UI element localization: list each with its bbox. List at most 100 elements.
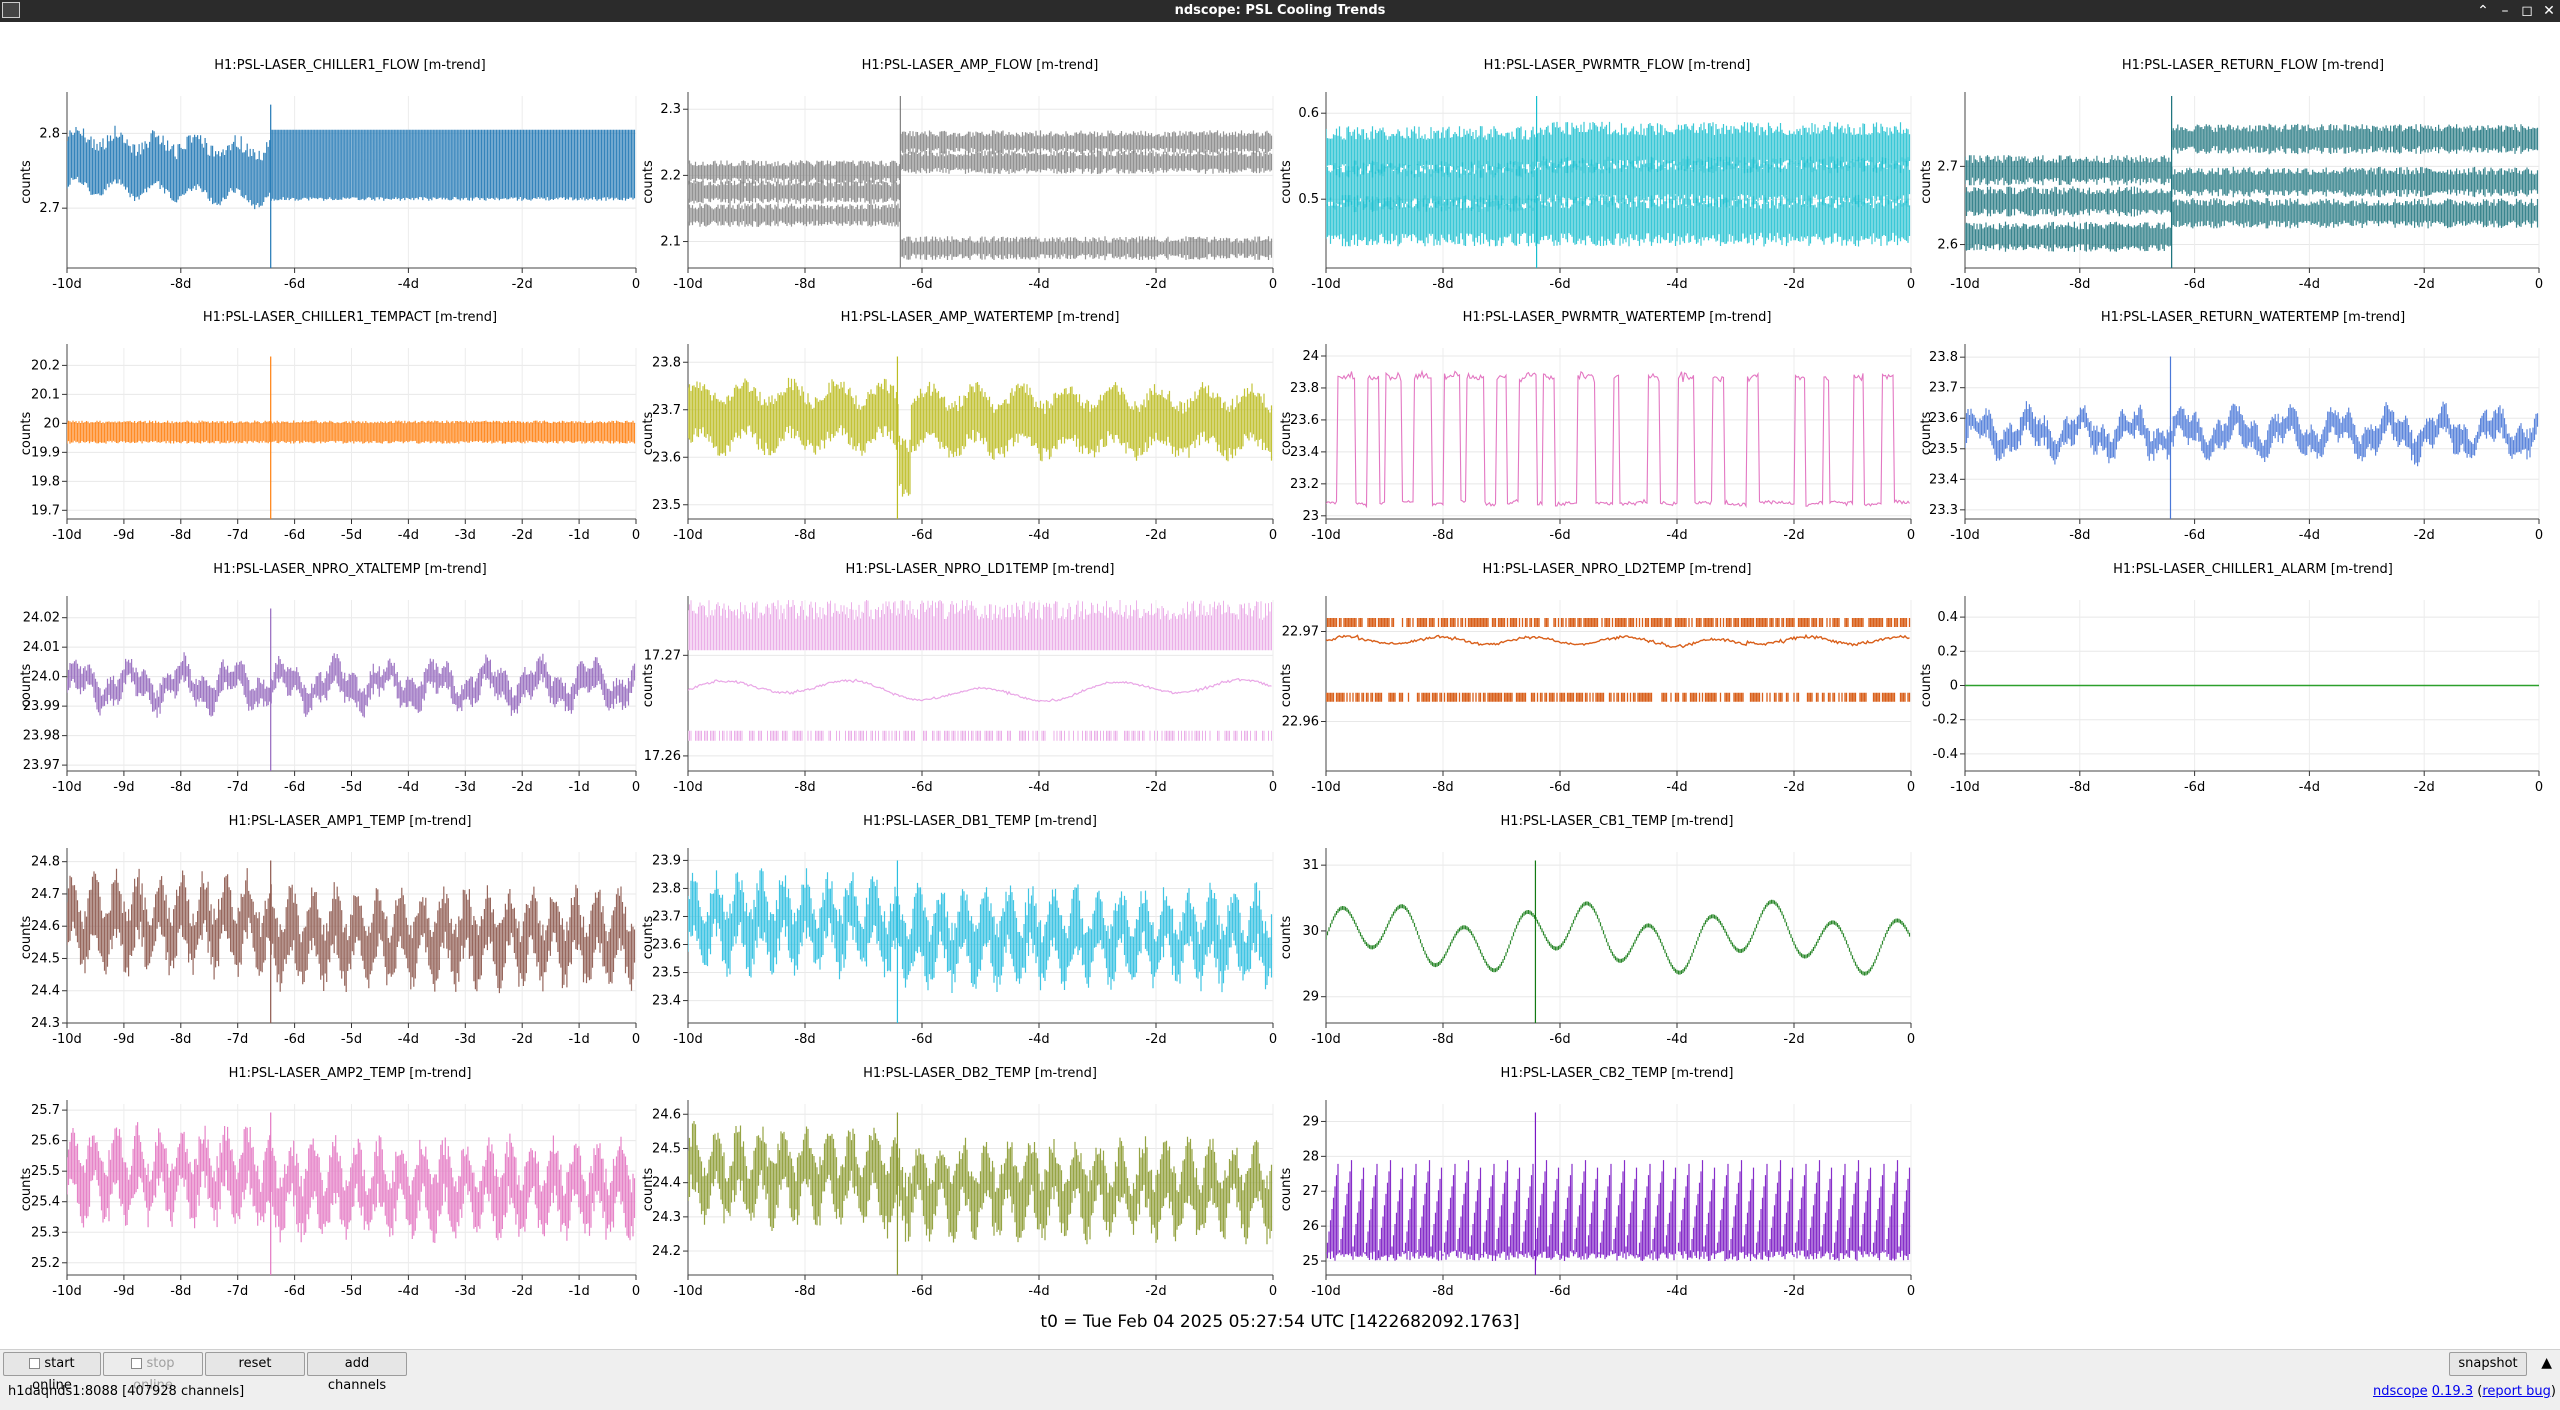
- x-tick-label: 0: [1907, 780, 1915, 795]
- plot-panel[interactable]: H1:PSL-LASER_NPRO_LD2TEMP [m-trend] 22.96…: [1279, 562, 1915, 795]
- plot-panel[interactable]: H1:PSL-LASER_PWRMTR_FLOW [m-trend] 0.5 0.6…: [1279, 58, 1915, 292]
- x-tick-label: -4d: [1666, 1032, 1687, 1047]
- x-tick-label: -1d: [568, 528, 589, 543]
- x-tick-label: 0: [632, 1032, 640, 1047]
- y-tick-label: 29: [1302, 990, 1319, 1005]
- x-tick-label: -6d: [2184, 277, 2205, 292]
- x-tick-label: -8d: [2069, 277, 2090, 292]
- y-axis-label: counts: [19, 1168, 34, 1212]
- x-tick-label: 0: [1269, 1284, 1277, 1299]
- y-tick-label: 27: [1302, 1184, 1319, 1199]
- plot-title: H1:PSL-LASER_DB2_TEMP [m-trend]: [863, 1066, 1097, 1081]
- plot-panel[interactable]: H1:PSL-LASER_AMP_WATERTEMP [m-trend] 23.5…: [641, 310, 1277, 543]
- ndscope-link[interactable]: ndscope: [2372, 1384, 2428, 1399]
- version-link[interactable]: 0.19.3: [2431, 1384, 2474, 1399]
- start-online-button[interactable]: start online: [3, 1352, 101, 1393]
- close-icon[interactable]: ✕: [2543, 3, 2555, 19]
- y-tick-label: 24.4: [31, 984, 60, 999]
- y-axis-label: counts: [641, 412, 656, 456]
- y-tick-label: 22.96: [1282, 715, 1319, 730]
- x-tick-label: -4d: [398, 528, 419, 543]
- x-tick-label: -10d: [1311, 1032, 1341, 1047]
- y-tick-label: 25.6: [31, 1134, 60, 1149]
- minimize-icon[interactable]: –: [2501, 3, 2509, 19]
- x-tick-label: -6d: [1549, 780, 1570, 795]
- y-tick-label: 2.3: [660, 102, 681, 117]
- trend-series: [67, 860, 636, 1023]
- add-channels-button[interactable]: add channels: [307, 1352, 407, 1393]
- y-axis-label: counts: [641, 664, 656, 708]
- x-tick-label: 0: [2535, 780, 2543, 795]
- x-tick-label: -4d: [1666, 277, 1687, 292]
- plot-panel[interactable]: H1:PSL-LASER_CHILLER1_ALARM [m-trend] -0.…: [1919, 562, 2543, 795]
- version-info: ndscope 0.19.3 (report bug): [2372, 1384, 2556, 1399]
- x-tick-label: -7d: [227, 1284, 248, 1299]
- x-tick-label: -10d: [52, 1032, 82, 1047]
- x-tick-label: -5d: [341, 780, 362, 795]
- x-tick-label: -10d: [673, 780, 703, 795]
- x-tick-label: -10d: [673, 277, 703, 292]
- control-bar: [0, 1349, 2560, 1410]
- plot-panel[interactable]: H1:PSL-LASER_PWRMTR_WATERTEMP [m-trend] 2…: [1279, 310, 1915, 543]
- plot-panel[interactable]: H1:PSL-LASER_CB2_TEMP [m-trend] 25 26 27 28 2…: [1279, 1066, 1915, 1299]
- y-axis-label: counts: [19, 664, 34, 708]
- x-tick-label: -8d: [1432, 1032, 1453, 1047]
- plot-panel[interactable]: H1:PSL-LASER_RETURN_WATERTEMP [m-trend] 2…: [1919, 310, 2543, 543]
- plot-panel[interactable]: H1:PSL-LASER_CB1_TEMP [m-trend] 29 30 31 -10…: [1279, 814, 1915, 1047]
- trend-series: [688, 600, 1272, 741]
- plot-panel[interactable]: H1:PSL-LASER_RETURN_FLOW [m-trend] 2.6 2.7…: [1919, 58, 2543, 292]
- y-tick-label: 17.26: [644, 749, 681, 764]
- y-tick-label: 24.6: [31, 919, 60, 934]
- x-tick-label: -6d: [1549, 277, 1570, 292]
- plot-panel[interactable]: H1:PSL-LASER_CHILLER1_FLOW [m-trend] 2.7 2…: [19, 58, 640, 292]
- y-tick-label: 23.8: [1290, 381, 1319, 396]
- x-tick-label: -2d: [512, 1284, 533, 1299]
- y-tick-label: 25.5: [31, 1164, 60, 1179]
- reset-button[interactable]: reset: [205, 1352, 305, 1376]
- plot-panel[interactable]: H1:PSL-LASER_AMP1_TEMP [m-trend] 24.3 24.4…: [19, 814, 640, 1047]
- snapshot-button[interactable]: snapshot: [2449, 1352, 2527, 1376]
- x-tick-label: -4d: [2299, 780, 2320, 795]
- plot-grid: H1:PSL-LASER_CHILLER1_FLOW [m-trend] 2.7 2…: [0, 22, 2560, 1348]
- checkbox-icon: [29, 1358, 41, 1369]
- plot-panel[interactable]: H1:PSL-LASER_CHILLER1_TEMPACT [m-trend] 1…: [19, 310, 640, 543]
- trend-series: [1326, 96, 1911, 268]
- y-tick-label: 25.2: [31, 1256, 60, 1271]
- y-tick-label: 23.6: [652, 450, 681, 465]
- x-tick-label: -2d: [512, 277, 533, 292]
- y-tick-label: 23.8: [652, 881, 681, 896]
- y-axis-label: counts: [1279, 664, 1294, 708]
- trend-series: [1326, 1112, 1911, 1275]
- y-tick-label: 24.4: [652, 1176, 681, 1191]
- y-tick-label: 20.2: [31, 358, 60, 373]
- y-tick-label: -0.2: [1933, 713, 1958, 728]
- x-tick-label: -2d: [1145, 780, 1166, 795]
- y-axis-label: counts: [1919, 160, 1934, 204]
- plot-panel[interactable]: H1:PSL-LASER_AMP_FLOW [m-trend] 2.1 2.2 2.3…: [641, 58, 1277, 292]
- chevron-up-icon[interactable]: ⌃: [2477, 3, 2489, 19]
- y-tick-label: 31: [1302, 858, 1319, 873]
- x-tick-label: -10d: [1311, 1284, 1341, 1299]
- x-tick-label: -10d: [673, 1032, 703, 1047]
- report-bug-link[interactable]: report bug: [2482, 1384, 2551, 1399]
- plot-panel[interactable]: H1:PSL-LASER_NPRO_LD1TEMP [m-trend] 17.26…: [641, 562, 1277, 795]
- x-tick-label: -6d: [284, 528, 305, 543]
- y-axis-label: counts: [641, 916, 656, 960]
- y-tick-label: 23.3: [1929, 503, 1958, 518]
- y-tick-label: 24.7: [31, 887, 60, 902]
- x-tick-label: -6d: [1549, 528, 1570, 543]
- plot-panel[interactable]: H1:PSL-LASER_DB2_TEMP [m-trend] 24.2 24.3 2…: [641, 1066, 1277, 1299]
- collapse-arrow-icon[interactable]: ▲: [2541, 1355, 2552, 1371]
- window-titlebar: ndscope: PSL Cooling Trends ⌃ – ◻ ✕: [0, 0, 2560, 22]
- y-tick-label: 23.6: [1290, 413, 1319, 428]
- trend-series: [688, 1112, 1273, 1275]
- x-tick-label: 0: [1907, 1032, 1915, 1047]
- x-tick-label: -6d: [911, 1032, 932, 1047]
- x-tick-label: -8d: [170, 780, 191, 795]
- plot-panel[interactable]: H1:PSL-LASER_NPRO_XTALTEMP [m-trend] 23.9…: [19, 562, 640, 795]
- plot-panel[interactable]: H1:PSL-LASER_AMP2_TEMP [m-trend] 25.2 25.3…: [19, 1066, 640, 1299]
- y-tick-label: 2.2: [660, 168, 681, 183]
- maximize-icon[interactable]: ◻: [2521, 3, 2533, 19]
- plot-panel[interactable]: H1:PSL-LASER_DB1_TEMP [m-trend] 23.4 23.5 2…: [641, 814, 1277, 1047]
- x-tick-label: -4d: [398, 1284, 419, 1299]
